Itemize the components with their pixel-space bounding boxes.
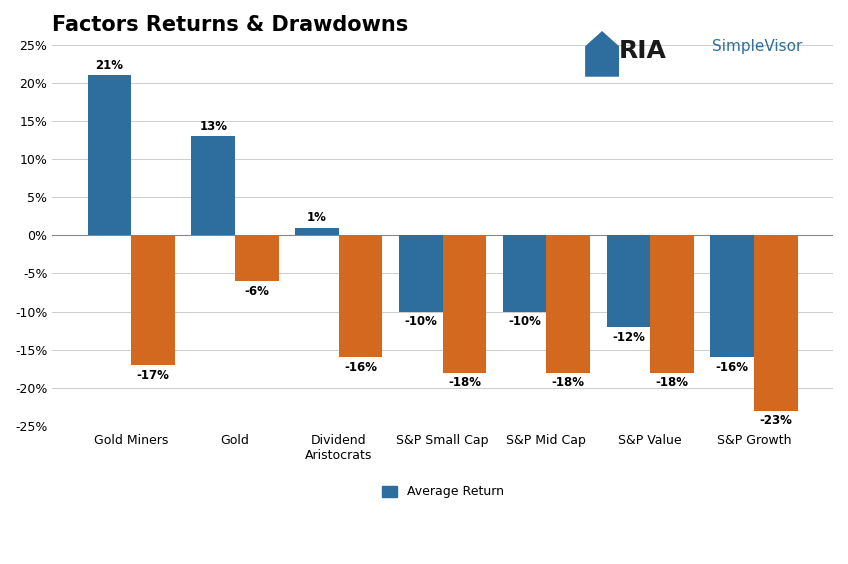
Bar <box>754 235 797 411</box>
Bar <box>711 235 754 357</box>
Text: -12%: -12% <box>612 331 644 343</box>
Text: -10%: -10% <box>404 315 438 328</box>
Bar <box>131 235 175 365</box>
Text: -17%: -17% <box>137 369 170 382</box>
Text: 21%: 21% <box>96 59 124 72</box>
Bar <box>235 235 279 281</box>
Text: -16%: -16% <box>716 361 749 374</box>
Text: -16%: -16% <box>344 361 377 374</box>
Text: RIA: RIA <box>619 39 667 64</box>
Text: 1%: 1% <box>307 211 327 224</box>
Text: -18%: -18% <box>448 376 481 389</box>
Text: 13%: 13% <box>199 120 227 133</box>
Bar <box>399 235 443 311</box>
Bar <box>443 235 486 373</box>
Bar <box>87 76 131 235</box>
Bar <box>192 136 235 235</box>
Legend: Average Return: Average Return <box>377 481 509 504</box>
Bar <box>339 235 382 357</box>
Bar <box>546 235 590 373</box>
Bar <box>606 235 650 327</box>
Bar <box>503 235 546 311</box>
Text: Factors Returns & Drawdowns: Factors Returns & Drawdowns <box>53 15 409 35</box>
Text: -23%: -23% <box>759 415 792 428</box>
Text: -10%: -10% <box>508 315 541 328</box>
Text: -18%: -18% <box>656 376 689 389</box>
Bar <box>650 235 694 373</box>
Bar <box>295 228 339 235</box>
Text: -18%: -18% <box>552 376 584 389</box>
Polygon shape <box>585 31 619 77</box>
Text: SimpleVisor: SimpleVisor <box>712 39 803 55</box>
Text: -6%: -6% <box>244 285 270 298</box>
